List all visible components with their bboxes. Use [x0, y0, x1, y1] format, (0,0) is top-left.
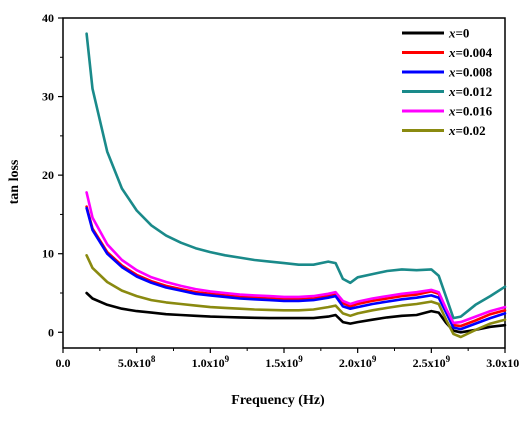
legend-label-4: x=0.016	[448, 104, 493, 119]
x-tick-label: 0.0	[56, 356, 71, 370]
x-tick-label: 3.0x109	[486, 354, 519, 370]
x-tick-label: 1.0x109	[192, 354, 230, 370]
x-tick-label: 2.5x109	[413, 354, 451, 370]
legend-label-2: x=0.008	[448, 65, 493, 80]
y-tick-label: 0	[48, 325, 54, 339]
series-line-4	[85, 191, 507, 325]
y-tick-label: 30	[42, 90, 54, 104]
series-line-3	[85, 32, 507, 320]
x-tick-label: 1.5x109	[265, 354, 303, 370]
y-tick-label: 10	[42, 247, 54, 261]
legend-label-3: x=0.012	[448, 84, 492, 99]
y-tick-label: 20	[42, 168, 54, 182]
series-line-5	[85, 254, 507, 339]
y-tick-label: 40	[42, 11, 54, 25]
x-tick-label: 5.0x108	[118, 354, 156, 370]
legend-label-5: x=0.02	[448, 123, 486, 138]
series-line-2	[85, 206, 507, 331]
x-axis-label: Frequency (Hz)	[231, 393, 325, 408]
y-axis-label: tan loss	[7, 159, 22, 204]
legend-label-1: x=0.004	[448, 45, 493, 60]
x-tick-label: 2.0x109	[339, 354, 377, 370]
legend-label-0: x=0	[448, 26, 469, 41]
series-line-0	[85, 291, 507, 334]
